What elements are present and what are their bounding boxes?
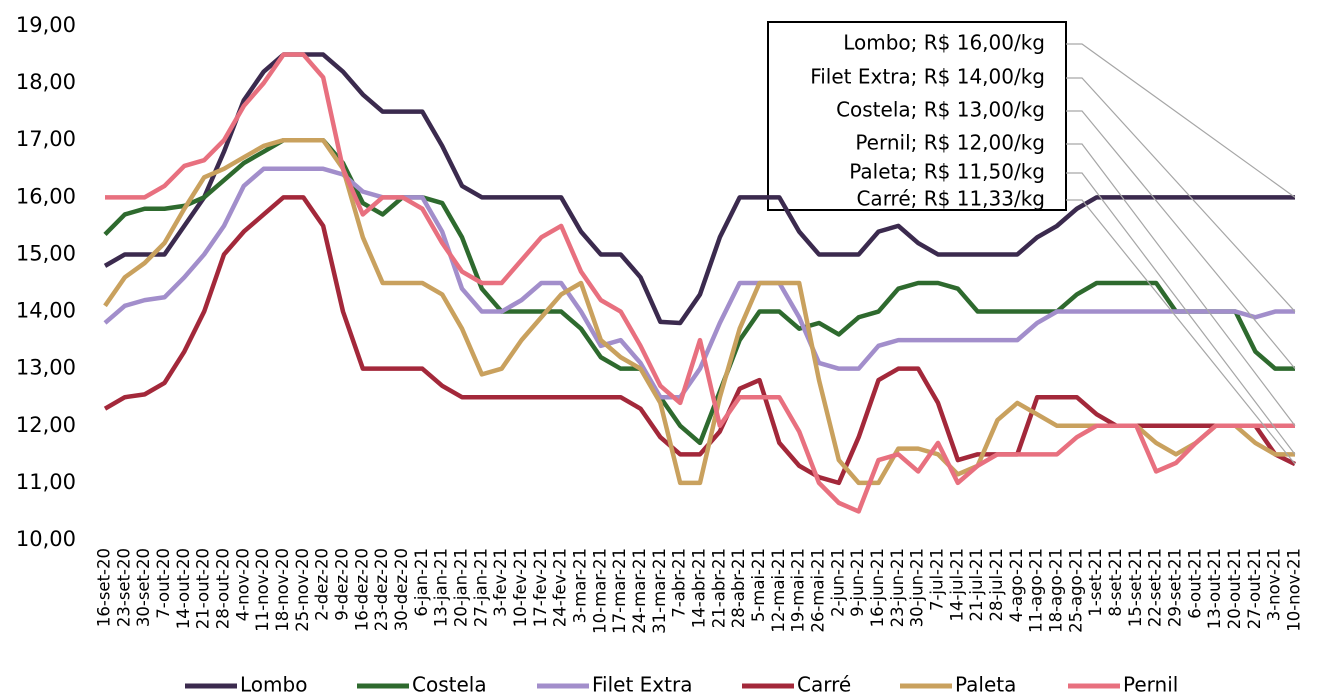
y-tick-label: 12,00 [16, 413, 76, 437]
x-tick-label: 4-ago-21 [1007, 548, 1026, 622]
x-tick-label: 5-mai-21 [749, 548, 768, 622]
x-tick-label: 10-fev-21 [511, 548, 530, 627]
x-tick-label: 7-out-20 [154, 548, 173, 619]
y-tick-label: 17,00 [16, 127, 76, 151]
x-tick-label: 28-jul-21 [987, 548, 1006, 622]
y-tick-label: 14,00 [16, 299, 76, 323]
x-tick-label: 8-set-21 [1106, 548, 1125, 617]
x-tick-label: 1-set-21 [1086, 548, 1105, 617]
annotation-label: Carré; R$ 11,33/kg [856, 187, 1045, 211]
x-tick-label: 11-ago-21 [1027, 548, 1046, 633]
series-line [103, 166, 1295, 400]
x-tick-label: 9-jun-21 [848, 548, 867, 617]
x-tick-label: 23-set-20 [114, 548, 133, 627]
x-tick-label: 16-set-20 [95, 548, 114, 627]
legend-label: Carré [797, 673, 851, 697]
x-tick-label: 30-dez-20 [392, 548, 411, 631]
x-tick-label: 24-mar-21 [630, 548, 649, 634]
annotation-label: Paleta; R$ 11,50/kg [849, 160, 1045, 184]
x-tick-label: 26-mai-21 [809, 548, 828, 633]
annotation-label: Lombo; R$ 16,00/kg [843, 31, 1045, 55]
x-tick-label: 17-fev-21 [531, 548, 550, 627]
x-tick-label: 30-jun-21 [908, 548, 927, 627]
leader-line [1066, 143, 1296, 427]
x-tick-label: 3-mar-21 [571, 548, 590, 623]
y-tick-label: 19,00 [16, 13, 76, 37]
x-tick-label: 3-fev-21 [491, 548, 510, 617]
series-line [103, 195, 1296, 486]
x-tick-label: 21-abr-21 [709, 548, 728, 628]
x-tick-label: 9-dez-20 [333, 548, 352, 621]
legend-label: Paleta [955, 673, 1016, 697]
x-tick-label: 3-nov-21 [1265, 548, 1284, 621]
leader-line [1066, 199, 1296, 465]
x-tick-label: 20-out-21 [1225, 548, 1244, 629]
x-tick-label: 20-jan-21 [452, 548, 471, 627]
x-tick-label: 12-mai-21 [769, 548, 788, 633]
x-tick-label: 2-jun-21 [828, 548, 847, 617]
x-tick-label: 21-jul-21 [967, 548, 986, 622]
x-tick-label: 10-nov-21 [1285, 548, 1304, 632]
x-tick-label: 7-jul-21 [928, 548, 947, 611]
x-tick-label: 27-jan-21 [471, 548, 490, 627]
annotation-box [767, 21, 1067, 211]
x-tick-label: 21-out-20 [194, 548, 213, 629]
x-tick-label: 6-out-21 [1185, 548, 1204, 619]
x-tick-label: 7-abr-21 [670, 548, 689, 618]
x-tick-label: 14-abr-21 [690, 548, 709, 628]
x-tick-label: 28-out-20 [214, 548, 233, 629]
x-tick-label: 13-out-21 [1205, 548, 1224, 629]
x-tick-label: 16-jun-21 [868, 548, 887, 627]
x-tick-label: 28-abr-21 [729, 548, 748, 628]
x-tick-label: 18-ago-21 [1047, 548, 1066, 633]
x-tick-label: 15-set-21 [1126, 548, 1145, 627]
legend-label: Pernil [1123, 673, 1178, 697]
x-tick-label: 4-nov-20 [233, 548, 252, 621]
x-tick-label: 18-nov-20 [273, 548, 292, 632]
x-tick-label: 11-nov-20 [253, 548, 272, 632]
leader-line [1066, 172, 1296, 455]
y-tick-label: 11,00 [16, 470, 76, 494]
x-tick-label: 19-mai-21 [789, 548, 808, 633]
leader-line [1066, 43, 1296, 198]
x-tick-label: 25-nov-20 [293, 548, 312, 632]
x-tick-label: 14-out-20 [174, 548, 193, 629]
x-tick-label: 16-dez-20 [352, 548, 371, 631]
y-tick-label: 13,00 [16, 356, 76, 380]
x-tick-label: 13-jan-21 [432, 548, 451, 627]
x-tick-label: 17-mar-21 [610, 548, 629, 634]
x-tick-label: 14-jul-21 [947, 548, 966, 622]
y-tick-label: 16,00 [16, 184, 76, 208]
annotation-label: Filet Extra; R$ 14,00/kg [810, 65, 1045, 89]
legend-label: Filet Extra [592, 673, 692, 697]
x-tick-label: 23-dez-20 [372, 548, 391, 631]
x-tick-label: 31-mar-21 [650, 548, 669, 634]
series-line [105, 52, 1295, 514]
x-tick-label: 22-set-21 [1146, 548, 1165, 627]
x-tick-label: 6-jan-21 [412, 548, 431, 617]
legend-label: Lombo [240, 673, 307, 697]
x-tick-label: 25-ago-21 [1066, 548, 1085, 633]
x-tick-label: 23-jun-21 [888, 548, 907, 627]
x-tick-label: 2-dez-20 [313, 548, 332, 621]
y-tick-label: 18,00 [16, 70, 76, 94]
x-tick-label: 27-out-21 [1245, 548, 1264, 629]
y-tick-label: 15,00 [16, 241, 76, 265]
leader-line [1066, 110, 1296, 370]
leader-line [1066, 77, 1296, 312]
annotation-label: Costela; R$ 13,00/kg [836, 98, 1045, 122]
y-tick-label: 10,00 [16, 527, 76, 551]
x-tick-label: 29-set-21 [1166, 548, 1185, 627]
x-tick-label: 24-fev-21 [551, 548, 570, 627]
x-tick-label: 10-mar-21 [590, 548, 609, 634]
x-tick-label: 30-set-20 [134, 548, 153, 627]
annotation-label: Pernil; R$ 12,00/kg [855, 131, 1045, 155]
legend-label: Costela [412, 673, 487, 697]
